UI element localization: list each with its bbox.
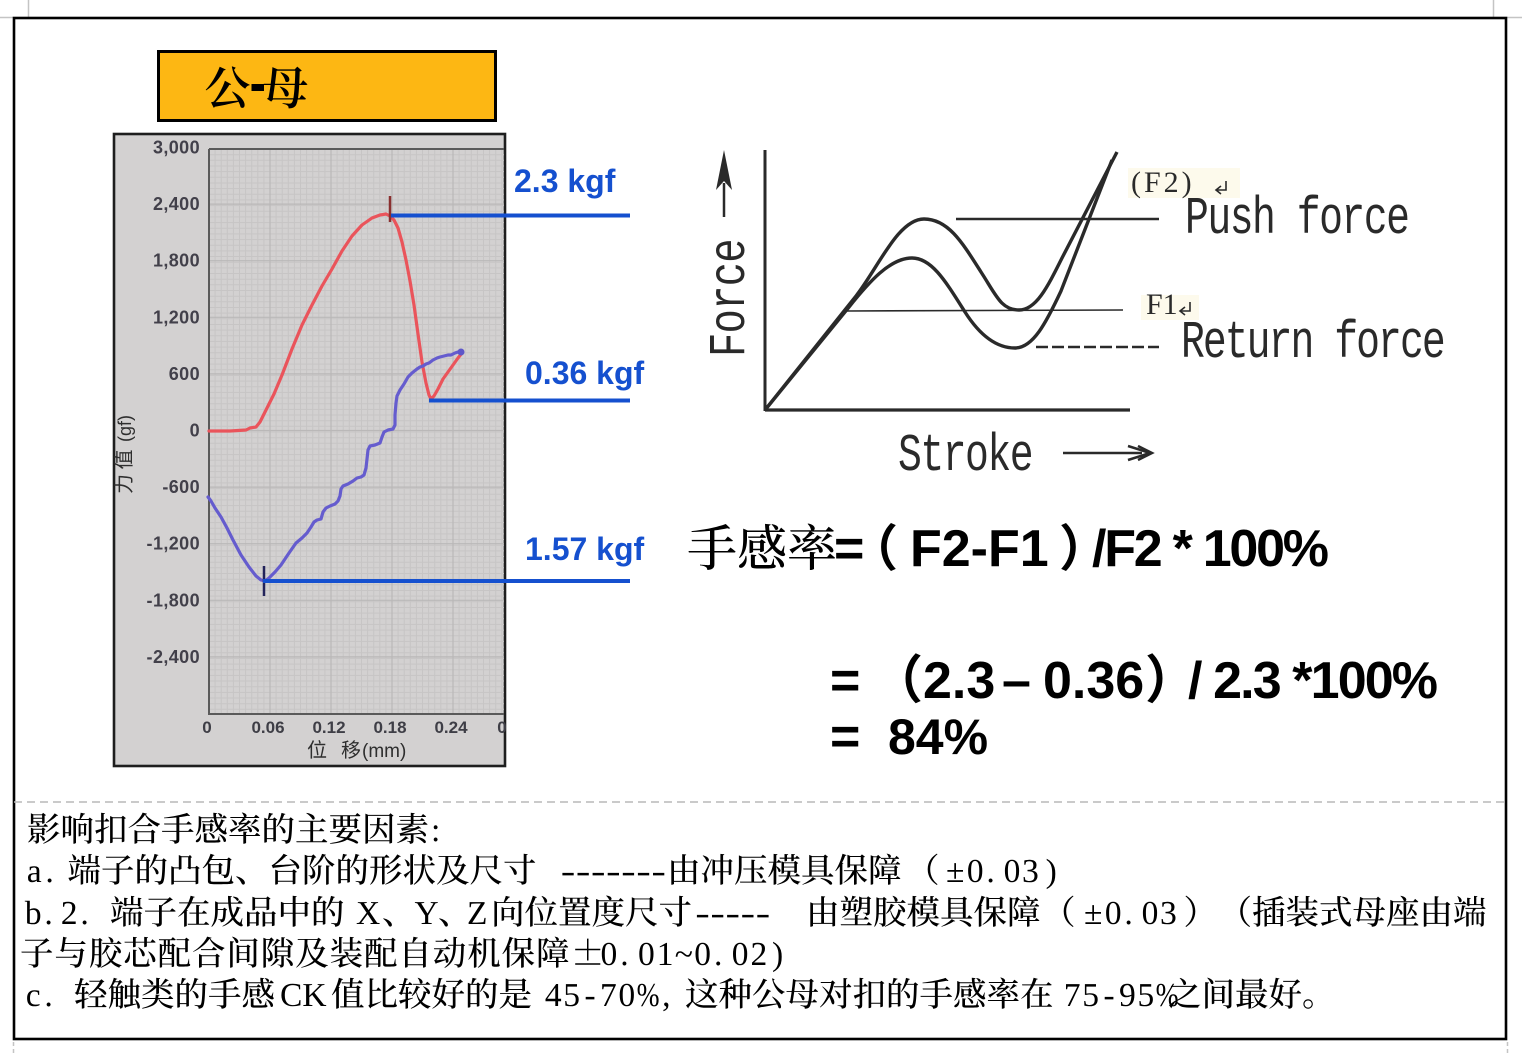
- svg-text:(gf): (gf): [115, 415, 135, 442]
- svg-text:(F2): (F2): [1131, 166, 1195, 199]
- svg-text:2.3 kgf: 2.3 kgf: [514, 163, 616, 199]
- svg-text:F2-F1: F2-F1: [910, 520, 1049, 578]
- svg-text:84%: 84%: [888, 709, 988, 765]
- svg-text:1.57 kgf: 1.57 kgf: [525, 531, 645, 567]
- svg-text:-600: -600: [162, 477, 200, 497]
- svg-text:/ 2.3 *100%: / 2.3 *100%: [1188, 652, 1438, 710]
- svg-text:0.18: 0.18: [373, 718, 406, 737]
- svg-text:Return force: Return force: [1181, 314, 1444, 374]
- svg-text:–: –: [1002, 652, 1031, 710]
- svg-text:0.36 kgf: 0.36 kgf: [525, 355, 645, 391]
- svg-text:/F2 * 100%: /F2 * 100%: [1092, 520, 1329, 578]
- svg-text:0: 0: [497, 718, 506, 737]
- svg-text:0: 0: [202, 718, 211, 737]
- svg-text:=: =: [834, 520, 864, 578]
- svg-text:2,400: 2,400: [153, 194, 200, 214]
- svg-text:-1,800: -1,800: [147, 590, 200, 610]
- svg-text:F1: F1: [1146, 288, 1178, 321]
- svg-text:2.3: 2.3: [923, 652, 995, 710]
- svg-text:0.36: 0.36: [1043, 652, 1144, 710]
- svg-text:Push force: Push force: [1185, 190, 1408, 250]
- svg-text:0.24: 0.24: [434, 718, 468, 737]
- svg-text:Stroke: Stroke: [898, 427, 1032, 487]
- svg-text:3,000: 3,000: [153, 138, 200, 158]
- svg-text:Force: Force: [702, 239, 761, 357]
- svg-text:0.12: 0.12: [312, 718, 345, 737]
- svg-text:-2,400: -2,400: [147, 647, 200, 667]
- svg-text:1,200: 1,200: [153, 307, 200, 327]
- svg-text:=: =: [830, 652, 860, 710]
- svg-text:600: 600: [169, 364, 200, 384]
- svg-text:(mm): (mm): [362, 741, 406, 762]
- svg-text:0: 0: [190, 421, 200, 441]
- svg-text:-1,200: -1,200: [147, 534, 200, 554]
- svg-text:0.06: 0.06: [251, 718, 284, 737]
- svg-text:1,800: 1,800: [153, 251, 200, 271]
- svg-text:=: =: [830, 708, 860, 766]
